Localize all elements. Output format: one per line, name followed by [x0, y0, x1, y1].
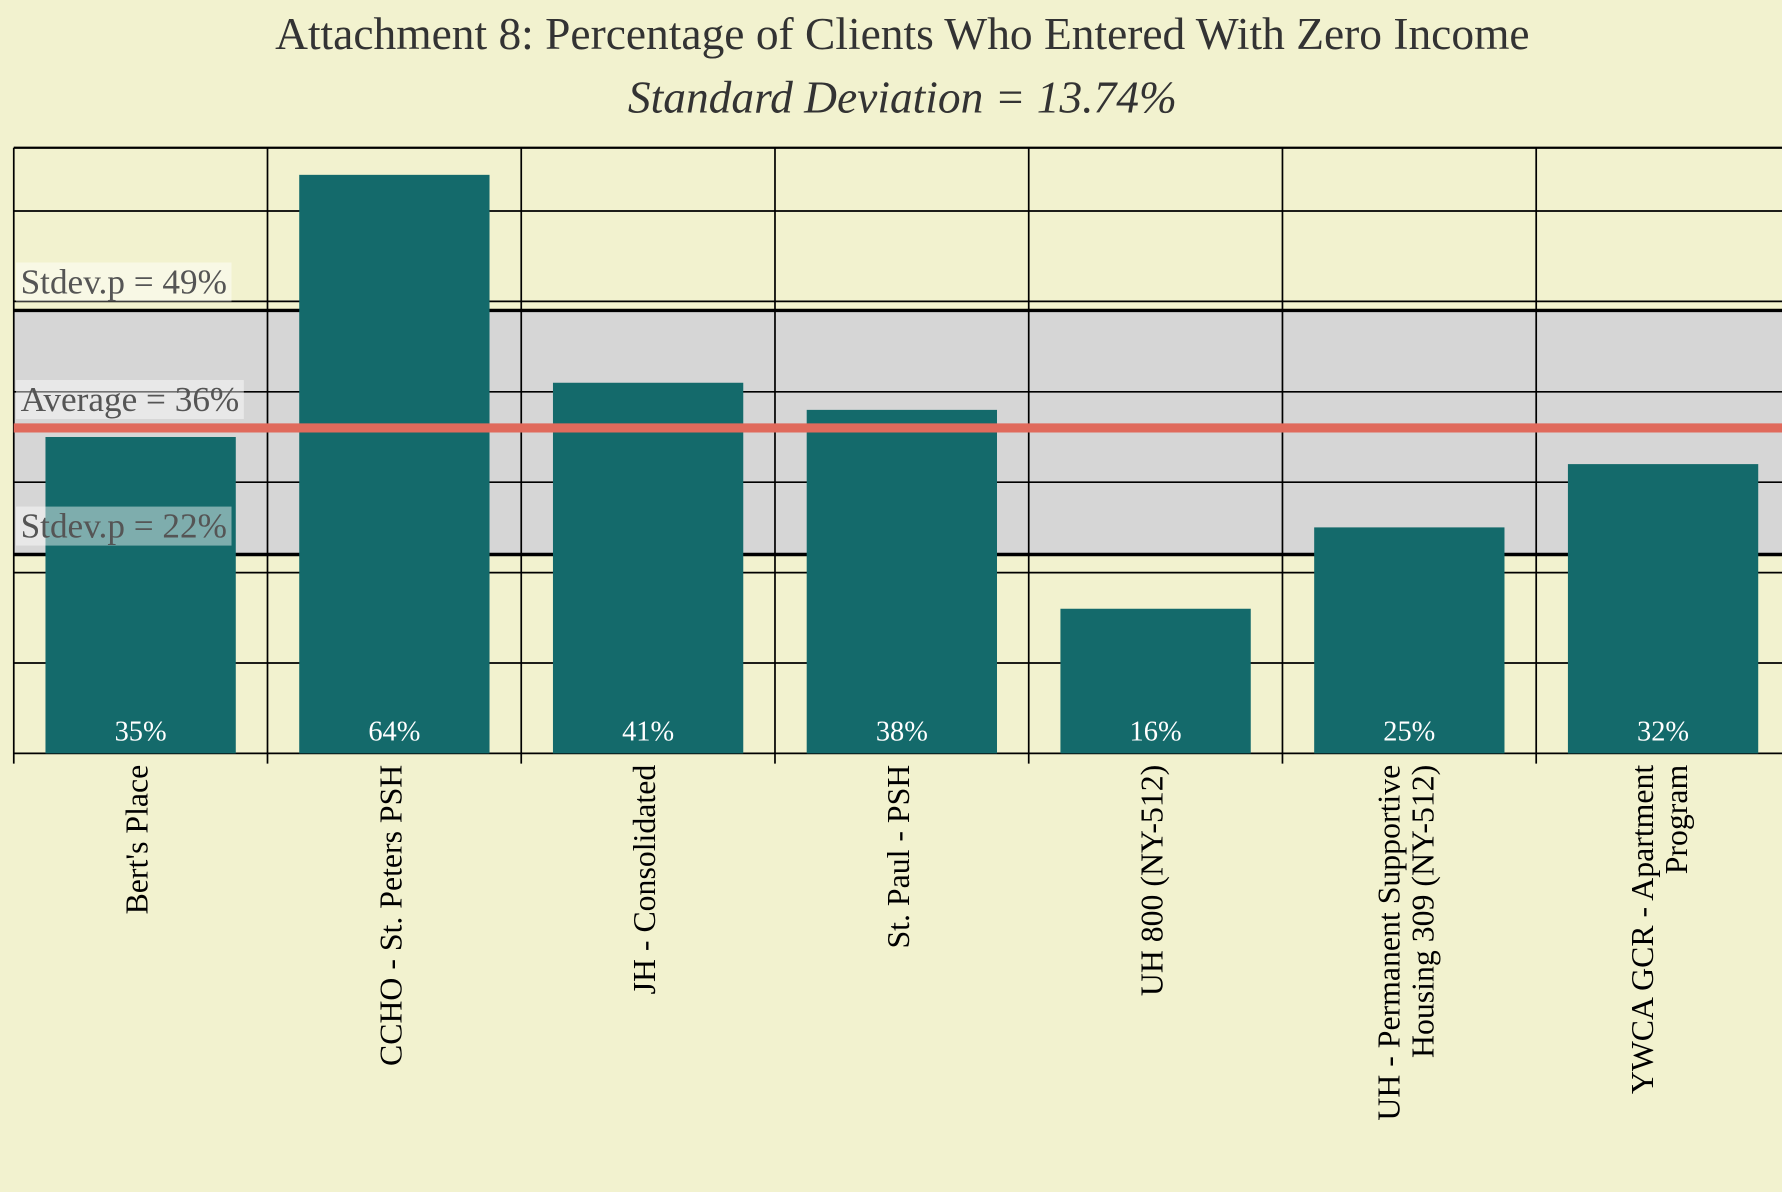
x-tick-label-line: UH 800 (NY-512): [1135, 765, 1170, 996]
annotation-background: [16, 380, 244, 420]
x-tick-label: Bert's Place: [120, 765, 155, 915]
x-tick-label: YWCA GCR - ApartmentProgram: [1625, 764, 1694, 1094]
x-tick-label: JH - Consolidated: [627, 765, 662, 995]
x-tick-label-group: JH - Consolidated: [627, 765, 662, 995]
x-tick-label-group: UH 800 (NY-512): [1135, 765, 1170, 996]
value-label: 32%: [1637, 717, 1689, 748]
annotation-background: [16, 506, 232, 546]
x-tick-label-line: Housing 309 (NY-512): [1406, 765, 1441, 1058]
chart-title: Attachment 8: Percentage of Clients Who …: [275, 8, 1529, 59]
bar: [552, 382, 744, 754]
x-tick-label: CCHO - St. Peters PSH: [374, 765, 409, 1066]
value-label: 16%: [1130, 717, 1182, 748]
value-label: 41%: [622, 717, 674, 748]
value-label: 38%: [876, 717, 928, 748]
bar: [806, 409, 998, 754]
x-tick-label-group: UH - Permanent SupportiveHousing 309 (NY…: [1372, 765, 1441, 1121]
value-label: 64%: [368, 717, 420, 748]
x-tick-label-group: YWCA GCR - ApartmentProgram: [1625, 764, 1694, 1094]
x-tick-label-line: Bert's Place: [120, 765, 155, 915]
value-label: 25%: [1383, 717, 1435, 748]
x-tick-label: UH - Permanent SupportiveHousing 309 (NY…: [1372, 765, 1441, 1121]
bar: [1314, 527, 1505, 754]
x-tick-label: St. Paul - PSH: [881, 765, 916, 949]
x-tick-label-line: Program: [1659, 764, 1694, 874]
bar: [1060, 608, 1251, 754]
annotation-label: Stdev.p = 49%: [21, 263, 227, 302]
x-tick-label: UH 800 (NY-512): [1135, 765, 1170, 996]
x-tick-label-line: YWCA GCR - Apartment: [1625, 765, 1660, 1095]
annotation-label: Average = 36%: [21, 380, 240, 419]
value-label: 35%: [115, 717, 167, 748]
bar: [299, 174, 490, 754]
annotation-background: [16, 262, 232, 302]
x-tick-label-line: JH - Consolidated: [627, 765, 662, 995]
x-tick-label-line: St. Paul - PSH: [881, 765, 916, 949]
annotation-label: Stdev.p = 22%: [21, 507, 227, 546]
bar: [1567, 464, 1759, 754]
x-tick-label-line: UH - Permanent Supportive: [1372, 765, 1407, 1121]
bar: [45, 436, 236, 754]
x-tick-label-group: CCHO - St. Peters PSH: [374, 765, 409, 1066]
x-tick-label-line: CCHO - St. Peters PSH: [374, 765, 409, 1066]
x-tick-label-group: St. Paul - PSH: [881, 765, 916, 949]
chart-subtitle: Standard Deviation = 13.74%: [628, 72, 1177, 123]
x-tick-label-group: Bert's Place: [120, 765, 155, 915]
